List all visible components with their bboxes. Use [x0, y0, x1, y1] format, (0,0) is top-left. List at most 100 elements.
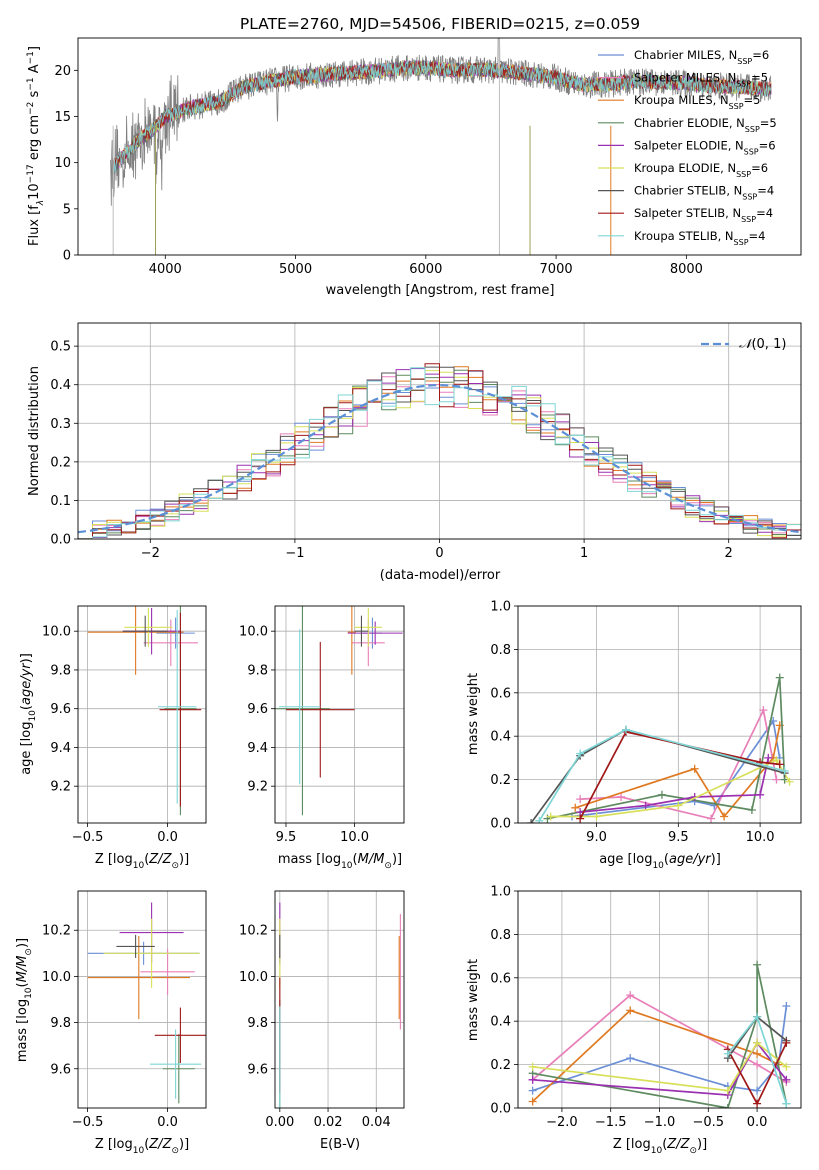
legend-text: Chabrier ELODIE, N [634, 116, 745, 130]
label-part: −1 [26, 77, 36, 90]
weight-point-marker [626, 991, 635, 1000]
legend-text: Chabrier STELIB, N [634, 184, 742, 198]
errorbar-point [279, 629, 321, 785]
y-tick-label: 0.4 [490, 730, 511, 745]
weight-point-marker [780, 766, 789, 775]
label-part: ⊙ [171, 861, 179, 871]
errorbar-point [124, 607, 173, 647]
axes-frame [77, 890, 207, 1109]
grid [518, 605, 801, 824]
errorbar-point [347, 621, 403, 645]
weight-point-marker [747, 805, 756, 814]
errorbar-point [285, 641, 355, 778]
axes-weight_vs_Z: −2.0 −1.5 −1.0 −0.5 0.0 0.0 0.2 0.4 0.6 0.8 1.0 Z [… [466, 885, 802, 1156]
y-tick-label: 0.4 [50, 378, 71, 393]
weight-point-marker [626, 1054, 635, 1063]
label-part: )] [19, 653, 34, 663]
weight-point-marker [785, 777, 794, 786]
y-tick-label: 0.6 [490, 686, 511, 701]
weight-point-marker [720, 812, 729, 821]
axes-residuals: −2 −1 0 1 2 0.0 0.1 0.2 0.3 0.4 0.5 𝒩(0, 1) (data-mo… [27, 322, 802, 583]
y-tick-label: 9.4 [50, 741, 71, 756]
label-part: 10 [652, 861, 664, 871]
label-part: ( [15, 982, 30, 987]
model-spectrum-8 [112, 60, 772, 175]
weight-point-marker [571, 803, 580, 812]
legend-entry: Salpeter ELODIE, NSSP=6 [634, 138, 776, 156]
label-part: Z/Z [148, 852, 172, 867]
y-tick-label: 9.6 [50, 1062, 71, 1077]
axes-age_vs_Z: −0.5 0.09.29.49.69.810.0Z [log10(Z/Z⊙)]ag… [19, 605, 207, 871]
weight-point-marker [782, 1002, 791, 1011]
weight-point-marker [759, 706, 768, 715]
weight-point-marker [723, 1086, 732, 1095]
label-part: ⊙ [24, 948, 34, 956]
plot-area [78, 363, 801, 539]
y-tick-label: 0.2 [490, 1058, 511, 1073]
y-tick-label: 20 [54, 64, 71, 79]
errorbar-point [275, 606, 330, 816]
label-part: A [27, 64, 42, 77]
legend-entry: Salpeter MILES, NSSP=5 [634, 71, 768, 89]
label-part: )] [179, 852, 189, 867]
x-tick-label: 0.0 [747, 1115, 768, 1130]
weight-point-marker [528, 1086, 537, 1095]
plot-area [527, 673, 794, 823]
label-part: )] [392, 852, 402, 867]
legend-sub: SSP [737, 57, 752, 66]
y-tick-label: 10.0 [239, 970, 268, 985]
legend-text: Salpeter STELIB, N [634, 206, 741, 220]
legend-n: =4 [756, 206, 773, 220]
label-part: 10 [24, 987, 34, 999]
weight-point-marker [753, 960, 762, 969]
errorbar-point [156, 617, 195, 649]
legend-entry: Chabrier ELODIE, NSSP=5 [634, 116, 777, 134]
x-tick-label: −0.5 [72, 830, 104, 845]
x-tick-label: 0 [435, 546, 443, 561]
weight-point-marker [528, 1062, 537, 1071]
x-tick-label: 1 [580, 546, 588, 561]
x-tick-label: 9.5 [668, 830, 689, 845]
legend-entry: Chabrier MILES, NSSP=6 [634, 48, 769, 66]
label-part: s [27, 90, 42, 101]
axes-mass_vs_ebv: 0.00 0.02 0.04 9.6 9.8 10.0 10.2 E(B-V) [239, 890, 405, 1152]
y-tick-label: 0 [63, 249, 71, 264]
axes-frame [77, 37, 802, 256]
errorbar-point [87, 606, 184, 675]
legend-n: =6 [752, 48, 769, 62]
legend-text: Kroupa ELODIE, N [634, 161, 736, 175]
legend-text: Salpeter MILES, N [634, 71, 736, 85]
label-part: ( [144, 1137, 149, 1152]
x-tick-label: 5000 [279, 262, 312, 277]
weight-series-line [571, 718, 781, 818]
weight-point-marker [753, 1038, 762, 1047]
label-part: )] [15, 938, 30, 948]
weight-point-marker [753, 1012, 762, 1021]
y-tick-label: 0.2 [50, 455, 71, 470]
plot-area [275, 606, 403, 816]
legend-n: =6 [751, 161, 768, 175]
y-tick-label: 10.2 [42, 924, 71, 939]
weight-point-marker [546, 812, 555, 821]
grid [275, 891, 404, 1108]
label-part: age [log [599, 852, 652, 867]
y-tick-label: 9.6 [50, 702, 71, 717]
x-axis-label: Z [log10(Z/Z⊙)] [95, 852, 189, 871]
y-tick-label: 0.0 [490, 1102, 511, 1117]
y-tick-label: 9.6 [247, 1062, 268, 1077]
legend-n: =6 [759, 138, 776, 152]
label-part: ] [27, 46, 42, 51]
y-tick-label: 0.1 [50, 494, 71, 509]
weight-point-marker [753, 1086, 762, 1095]
plot-area [279, 902, 401, 1108]
label-part: Z/Z [666, 1137, 690, 1152]
y-tick-label: 1.0 [490, 600, 511, 615]
legend-sub: SSP [741, 215, 756, 224]
label-part: λ [36, 200, 46, 206]
weight-point-marker [753, 1060, 762, 1069]
label-part: Flux [f [27, 205, 42, 246]
legend-n: =4 [757, 184, 774, 198]
y-axis-label: mass weight [466, 959, 481, 1041]
weight-point-marker [723, 1049, 732, 1058]
y-tick-label: 9.8 [247, 663, 268, 678]
